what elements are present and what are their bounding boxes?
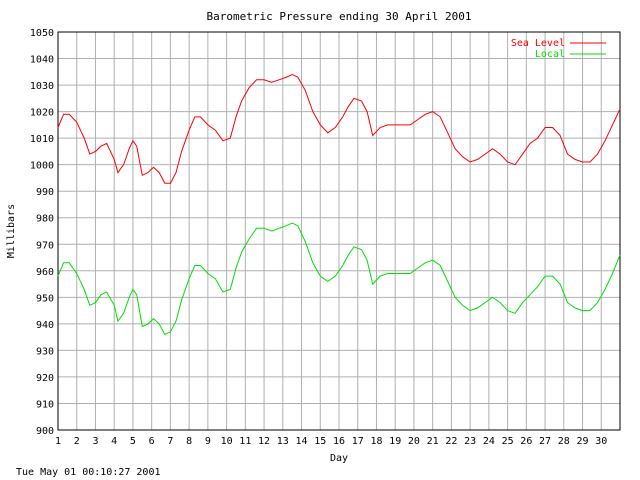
x-tick-label: 8: [186, 436, 192, 447]
x-tick-label: 3: [92, 436, 98, 447]
y-tick-label: 1000: [30, 161, 54, 172]
x-tick-label: 12: [258, 436, 270, 447]
x-tick-label: 21: [427, 436, 439, 447]
x-tick-label: 16: [333, 436, 345, 447]
y-tick-label: 980: [36, 214, 54, 225]
x-tick-label: 20: [408, 436, 420, 447]
y-tick-label: 1030: [30, 81, 54, 92]
x-tick-label: 26: [520, 436, 532, 447]
x-tick-label: 9: [205, 436, 211, 447]
y-tick-label: 920: [36, 373, 54, 384]
y-tick-label: 990: [36, 187, 54, 198]
x-tick-label: 14: [296, 436, 308, 447]
series-line-sea-level: [57, 73, 621, 184]
x-tick-label: 19: [389, 436, 401, 447]
y-tick-label: 960: [36, 267, 54, 278]
y-tick-label: 940: [36, 320, 54, 331]
x-tick-label: 23: [464, 436, 476, 447]
y-tick-label: 1020: [30, 108, 54, 119]
y-tick-label: 1040: [30, 55, 54, 66]
y-axis-ticks: 900 910 920 930 940 950 960 970 980 990 1000 1010 10…: [30, 28, 54, 437]
y-tick-label: 1050: [30, 28, 54, 39]
x-tick-label: 10: [221, 436, 233, 447]
x-tick-label: 17: [352, 436, 364, 447]
x-tick-label: 28: [558, 436, 570, 447]
series-line-local: [57, 222, 621, 336]
y-axis-label: Millibars: [6, 204, 17, 258]
x-tick-label: 1: [55, 436, 61, 447]
x-tick-label: 5: [130, 436, 136, 447]
y-tick-label: 1010: [30, 134, 54, 145]
x-tick-label: 18: [370, 436, 382, 447]
x-tick-label: 30: [595, 436, 607, 447]
x-tick-label: 15: [314, 436, 326, 447]
series-layer: [57, 73, 621, 336]
x-axis-label: Day: [330, 453, 348, 464]
x-tick-label: 13: [277, 436, 289, 447]
y-tick-label: 950: [36, 293, 54, 304]
x-tick-label: 2: [74, 436, 80, 447]
x-tick-label: 25: [502, 436, 514, 447]
legend: Sea Level Local: [511, 38, 606, 60]
x-tick-label: 27: [539, 436, 551, 447]
x-tick-label: 24: [483, 436, 495, 447]
x-tick-label: 4: [111, 436, 117, 447]
x-tick-label: 11: [239, 436, 251, 447]
footer-timestamp: Tue May 01 00:10:27 2001: [16, 467, 161, 478]
y-tick-label: 970: [36, 240, 54, 251]
x-tick-label: 6: [149, 436, 155, 447]
x-tick-label: 7: [167, 436, 173, 447]
y-tick-label: 900: [36, 426, 54, 437]
chart-title: Barometric Pressure ending 30 April 2001: [207, 10, 472, 23]
grid-lines: [57, 31, 620, 431]
legend-label-local: Local: [535, 49, 565, 60]
y-tick-label: 930: [36, 346, 54, 357]
x-axis-ticks: 1 2 3 4 5 6 7 8 9 10 11 12 13 14 15 16 17 18 19 20 21 22 23 24 2…: [55, 436, 607, 447]
x-tick-label: 22: [445, 436, 457, 447]
plot-area-frame: [57, 31, 621, 431]
y-tick-label: 910: [36, 399, 54, 410]
x-tick-label: 29: [577, 436, 589, 447]
legend-label-sea-level: Sea Level: [511, 38, 565, 49]
